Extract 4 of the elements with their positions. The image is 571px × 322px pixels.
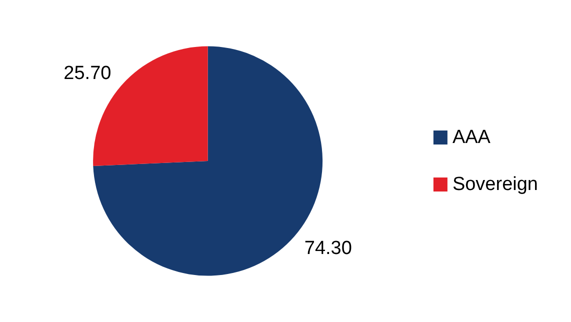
data-label: 25.70 xyxy=(64,62,112,84)
legend-label: AAA xyxy=(452,127,491,148)
data-label: 74.30 xyxy=(304,238,352,260)
legend-label: Sovereign xyxy=(452,174,538,195)
